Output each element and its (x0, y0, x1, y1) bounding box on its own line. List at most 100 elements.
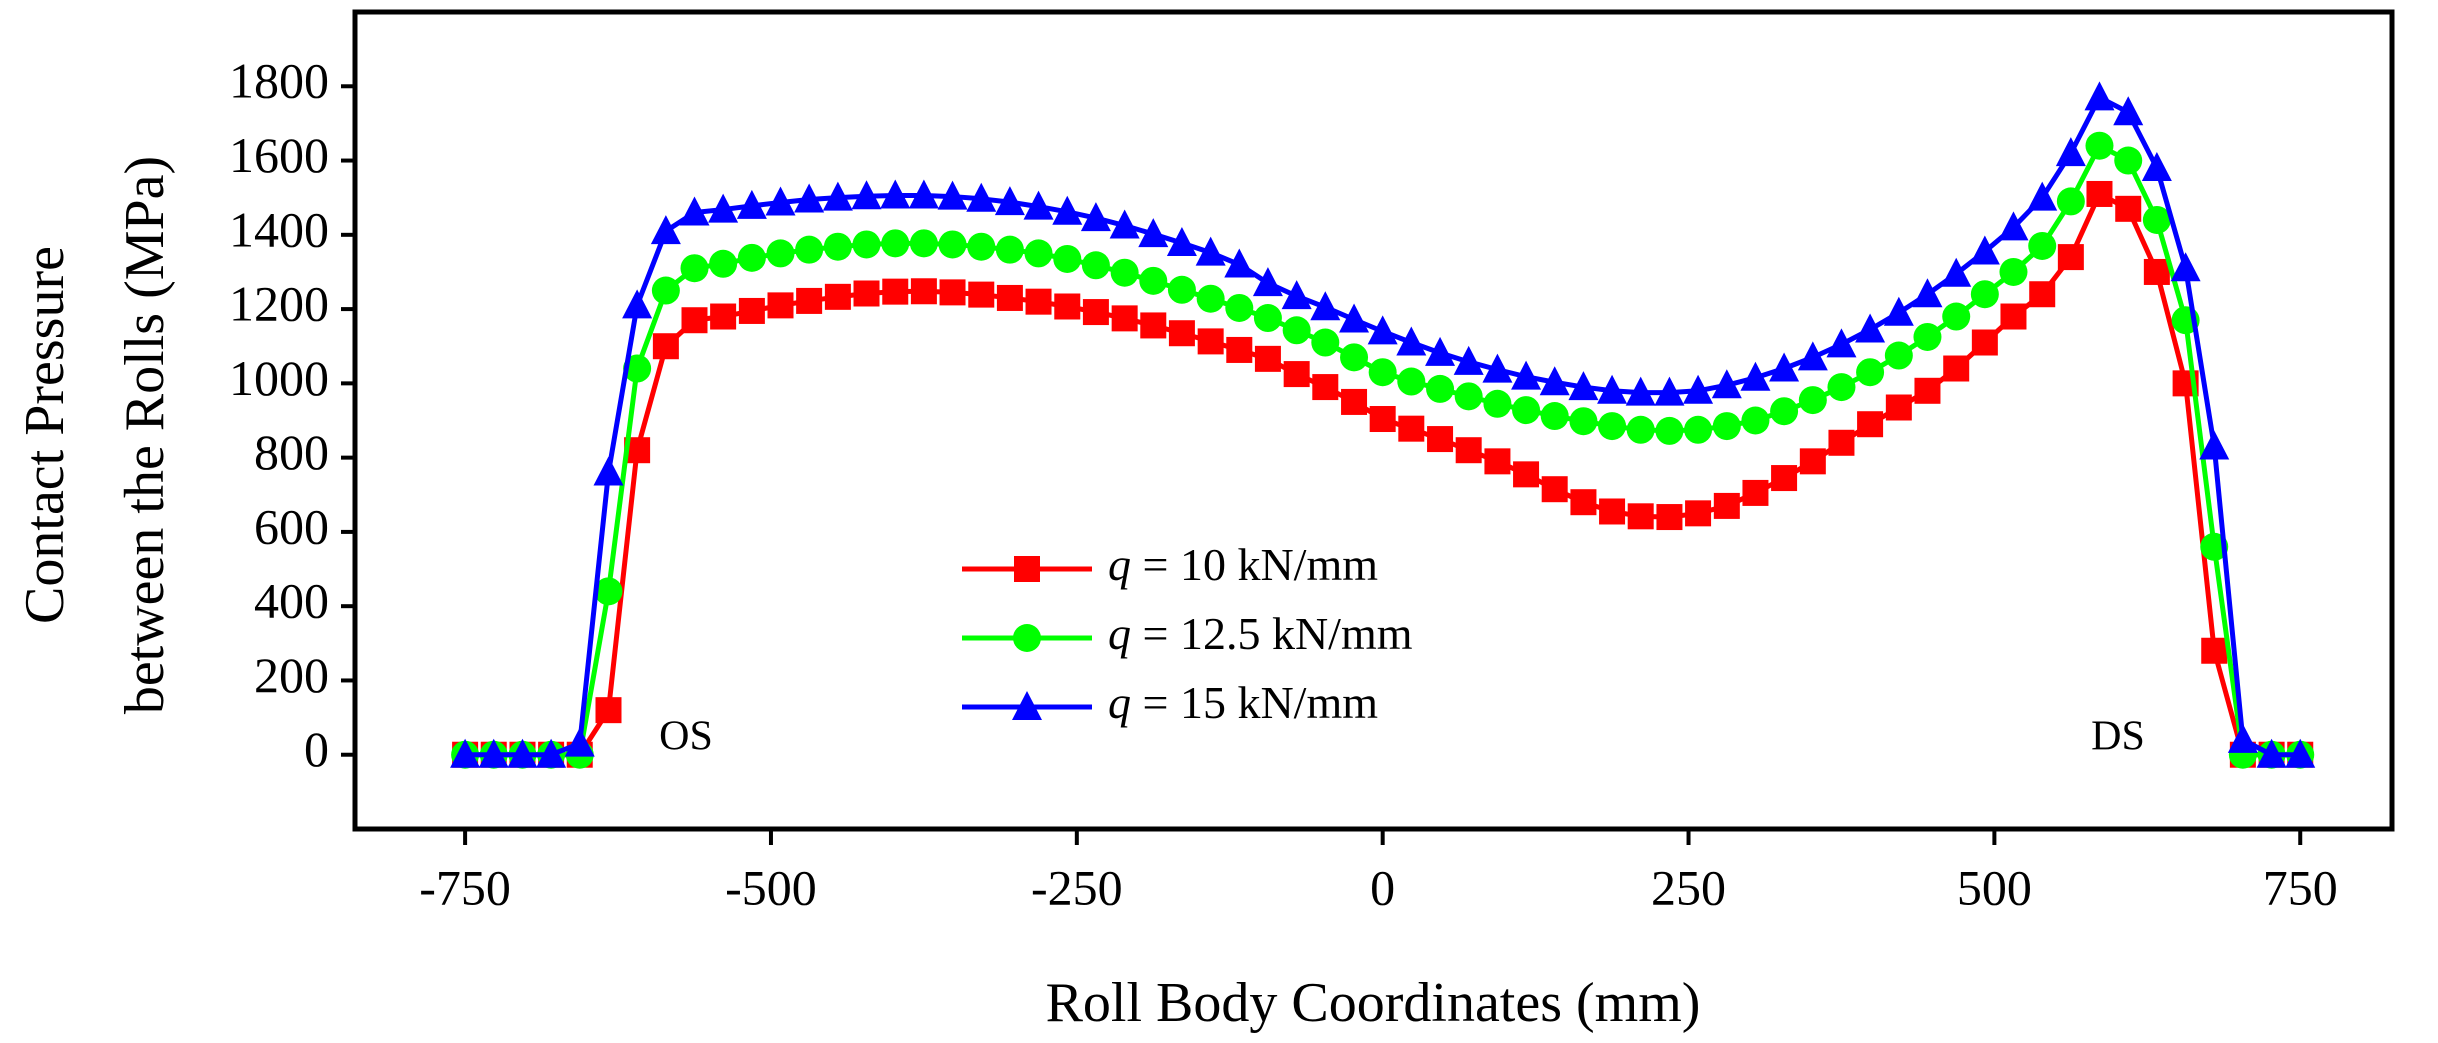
marker (2114, 146, 2143, 175)
marker (708, 193, 739, 223)
marker (2056, 187, 2085, 216)
marker (2086, 180, 2113, 207)
marker (652, 333, 679, 360)
marker (1197, 328, 1224, 355)
marker (1513, 461, 1540, 488)
marker (1254, 345, 1281, 372)
marker (824, 283, 851, 310)
marker (1998, 211, 2029, 241)
marker (2029, 281, 2056, 308)
marker (710, 303, 737, 330)
marker (880, 179, 911, 209)
y-tick-label: 1400 (229, 201, 329, 257)
marker (853, 280, 880, 307)
y-tick-label: 1200 (229, 276, 329, 332)
marker (1654, 376, 1685, 406)
marker (1885, 394, 1912, 421)
marker (1512, 396, 1541, 425)
marker (822, 181, 853, 211)
marker (1196, 284, 1225, 313)
marker (1367, 315, 1398, 345)
marker (1999, 257, 2028, 286)
marker (1711, 369, 1742, 399)
marker (478, 738, 509, 768)
marker (765, 186, 796, 216)
marker (1797, 341, 1828, 371)
marker (2141, 151, 2172, 181)
marker (1625, 376, 1656, 406)
marker (1627, 503, 1654, 530)
marker (1140, 312, 1167, 339)
annotation: DS (2091, 714, 2145, 760)
y-tick-label: 0 (304, 721, 329, 777)
marker (1398, 415, 1425, 442)
marker (1369, 406, 1396, 433)
marker (1598, 412, 1627, 441)
marker (1597, 374, 1628, 404)
marker (1455, 437, 1482, 464)
y-axis-label: between the Rolls (MPa) (114, 156, 176, 714)
marker (851, 180, 882, 210)
marker (908, 179, 939, 209)
marker (736, 189, 767, 219)
marker (1771, 465, 1798, 492)
marker (882, 278, 909, 305)
marker (966, 182, 997, 212)
marker (1109, 209, 1140, 239)
y-tick-label: 200 (254, 647, 329, 703)
marker (909, 229, 938, 258)
marker (1311, 328, 1340, 357)
marker (1826, 328, 1857, 358)
marker (2256, 738, 2287, 768)
marker (795, 235, 824, 264)
marker (1340, 343, 1369, 372)
marker (1283, 361, 1310, 388)
marker (1024, 239, 1053, 268)
marker (996, 284, 1023, 311)
x-tick-label: -500 (725, 859, 817, 915)
marker (767, 292, 794, 319)
marker (2201, 637, 2228, 664)
marker (1025, 288, 1052, 315)
marker (1281, 280, 1312, 310)
marker (1712, 412, 1741, 441)
marker (1339, 303, 1370, 333)
marker (1541, 476, 1568, 503)
marker (1168, 320, 1195, 347)
y-tick-label: 1600 (229, 127, 329, 183)
marker (1914, 377, 1941, 404)
x-tick-label: 750 (2263, 859, 2338, 915)
marker (1225, 293, 1254, 322)
marker (2027, 181, 2058, 211)
marker (1023, 190, 1054, 220)
marker (1827, 373, 1856, 402)
marker (939, 279, 966, 306)
marker (1110, 258, 1139, 287)
marker (1454, 382, 1483, 411)
marker (1427, 426, 1454, 453)
marker (1080, 202, 1111, 232)
marker (2057, 244, 2084, 271)
marker (2285, 738, 2316, 768)
marker (823, 232, 852, 261)
marker (536, 738, 567, 768)
marker (1453, 345, 1484, 375)
marker (594, 577, 623, 606)
marker (2170, 252, 2201, 282)
marker (1769, 352, 1800, 382)
marker (1397, 367, 1426, 396)
marker (1798, 386, 1827, 415)
marker (1138, 218, 1169, 248)
marker (1053, 244, 1082, 273)
marker (1942, 302, 1971, 331)
marker (1568, 371, 1599, 401)
marker (2000, 303, 2027, 330)
marker (2113, 96, 2144, 126)
marker (995, 235, 1024, 264)
marker (650, 215, 681, 245)
marker (881, 229, 910, 258)
marker (2142, 205, 2171, 234)
marker (623, 354, 652, 383)
marker (1855, 313, 1886, 343)
